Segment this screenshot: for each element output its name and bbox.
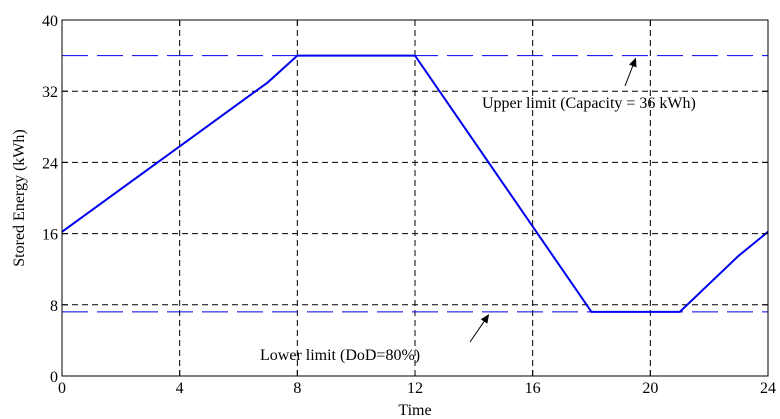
- x-tick-label: 16: [525, 380, 541, 397]
- x-tick-label: 8: [293, 380, 301, 397]
- y-tick-label: 8: [50, 298, 58, 315]
- annotation-label: Upper limit (Capacity = 36 kWh): [482, 95, 696, 112]
- annotation-label: Lower limit (DoD=80%): [260, 347, 420, 364]
- x-tick-label: 4: [176, 380, 184, 397]
- annotation-arrow: [624, 57, 637, 87]
- y-tick-label: 0: [50, 369, 58, 386]
- tick-group: 0 4 8 12 16 20 24 0 8 16 24 32 40: [42, 13, 776, 397]
- x-tick-label: 0: [58, 380, 66, 397]
- series-line: [61, 54, 769, 313]
- x-axis-label: Time: [398, 402, 431, 419]
- y-tick-label: 16: [42, 227, 58, 244]
- annotation-group: Upper limit (Capacity = 36 kWh) Lower lim…: [260, 57, 696, 364]
- y-axis-label: Stored Energy (kWh): [11, 129, 28, 266]
- y-tick-label: 32: [42, 84, 58, 101]
- annotation-arrow: [469, 314, 490, 343]
- series-group: [61, 54, 769, 313]
- x-tick-label: 12: [407, 380, 423, 397]
- grid-lines: [62, 20, 768, 376]
- x-tick-label: 24: [760, 380, 776, 397]
- y-tick-label: 40: [42, 13, 58, 30]
- x-tick-label: 20: [642, 380, 658, 397]
- y-tick-label: 24: [42, 155, 58, 172]
